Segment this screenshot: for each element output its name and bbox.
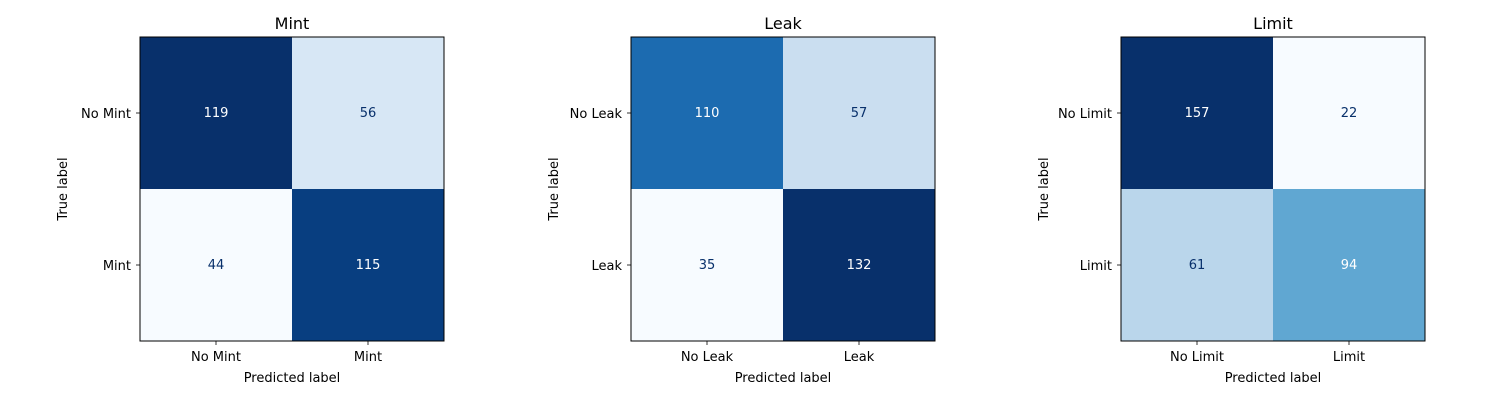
y-tick-label: Mint xyxy=(103,259,131,274)
cell-value-label: 132 xyxy=(847,258,872,273)
confusion-matrix-panel: 119 56 44 115 No Mint Mint No Mint Mint Mint Pred… xyxy=(56,14,445,386)
matrix-cell xyxy=(140,189,292,341)
matrix-cell xyxy=(1121,37,1273,189)
y-axis-label: True label xyxy=(1037,157,1052,221)
confusion-matrix-panel: 110 57 35 132 No Leak Leak No Leak Leak Leak Pred… xyxy=(547,14,936,386)
matrix-cell xyxy=(1273,37,1425,189)
y-tick-label: No Leak xyxy=(570,107,623,122)
cell-value-label: 44 xyxy=(208,258,225,273)
chart-title: Leak xyxy=(764,14,802,33)
y-tick-label: No Limit xyxy=(1058,107,1112,122)
cell-value-label: 57 xyxy=(851,106,868,121)
cell-value-label: 119 xyxy=(204,106,229,121)
chart-title: Mint xyxy=(275,14,310,33)
x-tick-label: Limit xyxy=(1333,350,1365,365)
cell-value-label: 115 xyxy=(356,258,381,273)
cell-value-label: 157 xyxy=(1185,106,1210,121)
cell-value-label: 35 xyxy=(699,258,716,273)
matrix-cell xyxy=(1121,189,1273,341)
x-axis-label: Predicted label xyxy=(1225,371,1322,386)
matrix-cell xyxy=(631,37,783,189)
x-axis-label: Predicted label xyxy=(244,371,341,386)
matrix-cell xyxy=(783,189,935,341)
cell-value-label: 56 xyxy=(360,106,377,121)
axes-frame xyxy=(630,36,936,342)
matrix-cell xyxy=(783,37,935,189)
x-tick-label: No Limit xyxy=(1170,350,1224,365)
x-tick-label: Leak xyxy=(844,350,875,365)
matrix-cell xyxy=(292,189,444,341)
confusion-matrix-panel: 157 22 61 94 No Limit Limit No Limit Limit Limit… xyxy=(1037,14,1426,386)
axes-frame xyxy=(1120,36,1426,342)
axes-frame xyxy=(139,36,445,342)
matrix-cell xyxy=(631,189,783,341)
y-axis-label: True label xyxy=(547,157,562,221)
y-tick-label: Limit xyxy=(1080,259,1112,274)
x-axis-label: Predicted label xyxy=(735,371,832,386)
x-tick-label: Mint xyxy=(354,350,382,365)
x-tick-label: No Mint xyxy=(191,350,241,365)
chart-title: Limit xyxy=(1253,14,1293,33)
matrix-cell xyxy=(292,37,444,189)
matrix-cell xyxy=(1273,189,1425,341)
cell-value-label: 110 xyxy=(695,106,720,121)
y-tick-label: No Mint xyxy=(81,107,131,122)
y-tick-label: Leak xyxy=(591,259,622,274)
cell-value-label: 22 xyxy=(1341,106,1358,121)
matrix-cell xyxy=(140,37,292,189)
y-axis-label: True label xyxy=(56,157,71,221)
x-tick-label: No Leak xyxy=(681,350,734,365)
cell-value-label: 94 xyxy=(1341,258,1358,273)
cell-value-label: 61 xyxy=(1189,258,1206,273)
